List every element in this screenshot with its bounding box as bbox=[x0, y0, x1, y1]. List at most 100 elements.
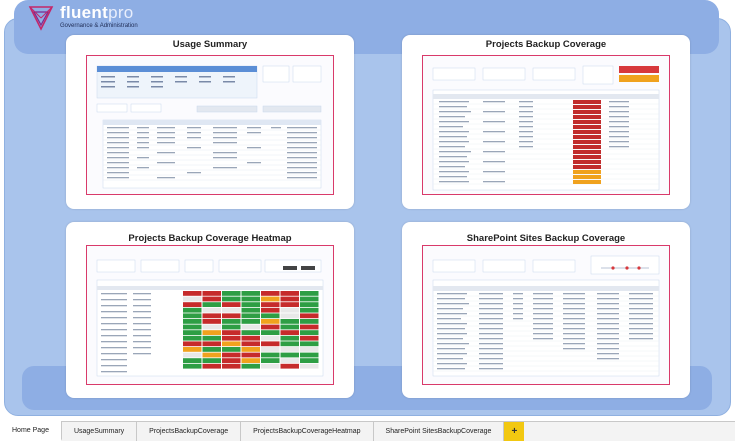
heatmap-cell bbox=[183, 341, 202, 347]
card-title: Usage Summary bbox=[172, 39, 248, 50]
heatmap-cell bbox=[280, 341, 299, 347]
heatmap-cell bbox=[183, 335, 202, 341]
heatmap-cell bbox=[241, 330, 260, 335]
heatmap-cell bbox=[241, 319, 260, 324]
heatmap-cell bbox=[241, 291, 260, 296]
heatmap-cell bbox=[300, 302, 319, 307]
heatmap-cell bbox=[241, 352, 260, 358]
heatmap-cell bbox=[183, 358, 202, 363]
card-projects-backup-heatmap[interactable]: Projects Backup Coverage Heatmap bbox=[66, 222, 354, 398]
heatmap-cell bbox=[222, 347, 241, 352]
heatmap-cell bbox=[280, 347, 299, 352]
tab-sharepoint-sites-backup-coverage[interactable]: SharePoint SitesBackupCoverage bbox=[373, 422, 505, 441]
heatmap-cell bbox=[300, 358, 319, 363]
heatmap-cell bbox=[300, 307, 319, 313]
card-title: Projects Backup Coverage bbox=[485, 39, 607, 50]
card-sharepoint-backup-coverage[interactable]: SharePoint Sites Backup Coverage bbox=[402, 222, 690, 398]
card-title: Projects Backup Coverage Heatmap bbox=[128, 233, 292, 244]
heatmap-cell bbox=[222, 313, 241, 319]
card-title: SharePoint Sites Backup Coverage bbox=[466, 233, 626, 244]
heatmap-cell bbox=[280, 296, 299, 302]
heatmap-cell bbox=[280, 352, 299, 358]
heatmap-cell bbox=[183, 307, 202, 313]
tab-projects-backup-coverage[interactable]: ProjectsBackupCoverage bbox=[137, 422, 242, 441]
heatmap-cell bbox=[183, 324, 202, 330]
heatmap-cell bbox=[202, 335, 221, 341]
sharepoint-backup-coverage-preview-art bbox=[432, 255, 660, 377]
heatmap-cell bbox=[202, 324, 221, 330]
heatmap-cell bbox=[202, 363, 221, 369]
tab-projects-backup-coverage-heatmap[interactable]: ProjectsBackupCoverageHeatmap bbox=[241, 422, 374, 441]
heatmap-cell bbox=[261, 341, 280, 347]
heatmap-cell bbox=[261, 296, 280, 302]
heatmap-cell bbox=[300, 291, 319, 296]
heatmap-cell bbox=[280, 319, 299, 324]
heatmap-cell bbox=[202, 352, 221, 358]
heatmap-cell bbox=[261, 324, 280, 330]
heatmap-cell bbox=[300, 296, 319, 302]
projects-backup-heatmap-preview bbox=[86, 245, 334, 385]
projects-backup-coverage-preview-art bbox=[432, 65, 660, 191]
heatmap-cell bbox=[202, 313, 221, 319]
card-projects-backup-coverage[interactable]: Projects Backup Coverage bbox=[402, 35, 690, 209]
heatmap-cell bbox=[241, 302, 260, 307]
heatmap-cell bbox=[183, 319, 202, 324]
page-tab-bar: Home Page UsageSummary ProjectsBackupCov… bbox=[0, 421, 735, 441]
heatmap-cell bbox=[202, 291, 221, 296]
heatmap-cell bbox=[202, 347, 221, 352]
heatmap-cells bbox=[183, 291, 319, 369]
heatmap-cell bbox=[280, 324, 299, 330]
add-page-button[interactable]: + bbox=[504, 422, 525, 441]
heatmap-cell bbox=[300, 313, 319, 319]
heatmap-cell bbox=[280, 330, 299, 335]
heatmap-cell bbox=[183, 363, 202, 369]
heatmap-cell bbox=[261, 302, 280, 307]
heatmap-cell bbox=[241, 341, 260, 347]
heatmap-cell bbox=[222, 319, 241, 324]
usage-summary-preview bbox=[86, 55, 334, 195]
heatmap-cell bbox=[280, 307, 299, 313]
heatmap-cell bbox=[241, 313, 260, 319]
heatmap-cell bbox=[261, 358, 280, 363]
heatmap-cell bbox=[222, 363, 241, 369]
heatmap-cell bbox=[202, 307, 221, 313]
heatmap-cell bbox=[222, 358, 241, 363]
heatmap-cell bbox=[183, 313, 202, 319]
projects-backup-coverage-preview bbox=[422, 55, 670, 195]
heatmap-cell bbox=[280, 335, 299, 341]
heatmap-cell bbox=[222, 324, 241, 330]
heatmap-cell bbox=[183, 347, 202, 352]
heatmap-cell bbox=[261, 330, 280, 335]
usage-summary-preview-art bbox=[96, 65, 322, 189]
heatmap-cell bbox=[202, 341, 221, 347]
heatmap-cell bbox=[241, 347, 260, 352]
heatmap-cell bbox=[183, 302, 202, 307]
heatmap-cell bbox=[241, 358, 260, 363]
fluentpro-logo: fluentpro Governance & Administration bbox=[26, 4, 138, 34]
heatmap-cell bbox=[280, 313, 299, 319]
heatmap-cell bbox=[300, 341, 319, 347]
heatmap-cell bbox=[202, 358, 221, 363]
sharepoint-backup-coverage-preview bbox=[422, 245, 670, 385]
heatmap-cell bbox=[261, 307, 280, 313]
heatmap-cell bbox=[183, 352, 202, 358]
heatmap-cell bbox=[261, 313, 280, 319]
heatmap-cell bbox=[241, 363, 260, 369]
tab-usage-summary[interactable]: UsageSummary bbox=[61, 422, 138, 441]
card-usage-summary[interactable]: Usage Summary bbox=[66, 35, 354, 209]
report-canvas: fluentpro Governance & Administration Us… bbox=[4, 0, 731, 416]
heatmap-cell bbox=[300, 335, 319, 341]
heatmap-cell bbox=[261, 347, 280, 352]
heatmap-cell bbox=[300, 347, 319, 352]
heatmap-cell bbox=[202, 319, 221, 324]
heatmap-cell bbox=[300, 363, 319, 369]
logo-subtitle: Governance & Administration bbox=[60, 23, 138, 29]
heatmap-cell bbox=[241, 324, 260, 330]
heatmap-cell bbox=[183, 296, 202, 302]
tab-bar-spacer bbox=[524, 422, 735, 441]
heatmap-cell bbox=[280, 358, 299, 363]
heatmap-cell bbox=[222, 307, 241, 313]
heatmap-cell bbox=[183, 291, 202, 296]
heatmap-cell bbox=[261, 335, 280, 341]
tab-home-page[interactable]: Home Page bbox=[0, 421, 62, 441]
